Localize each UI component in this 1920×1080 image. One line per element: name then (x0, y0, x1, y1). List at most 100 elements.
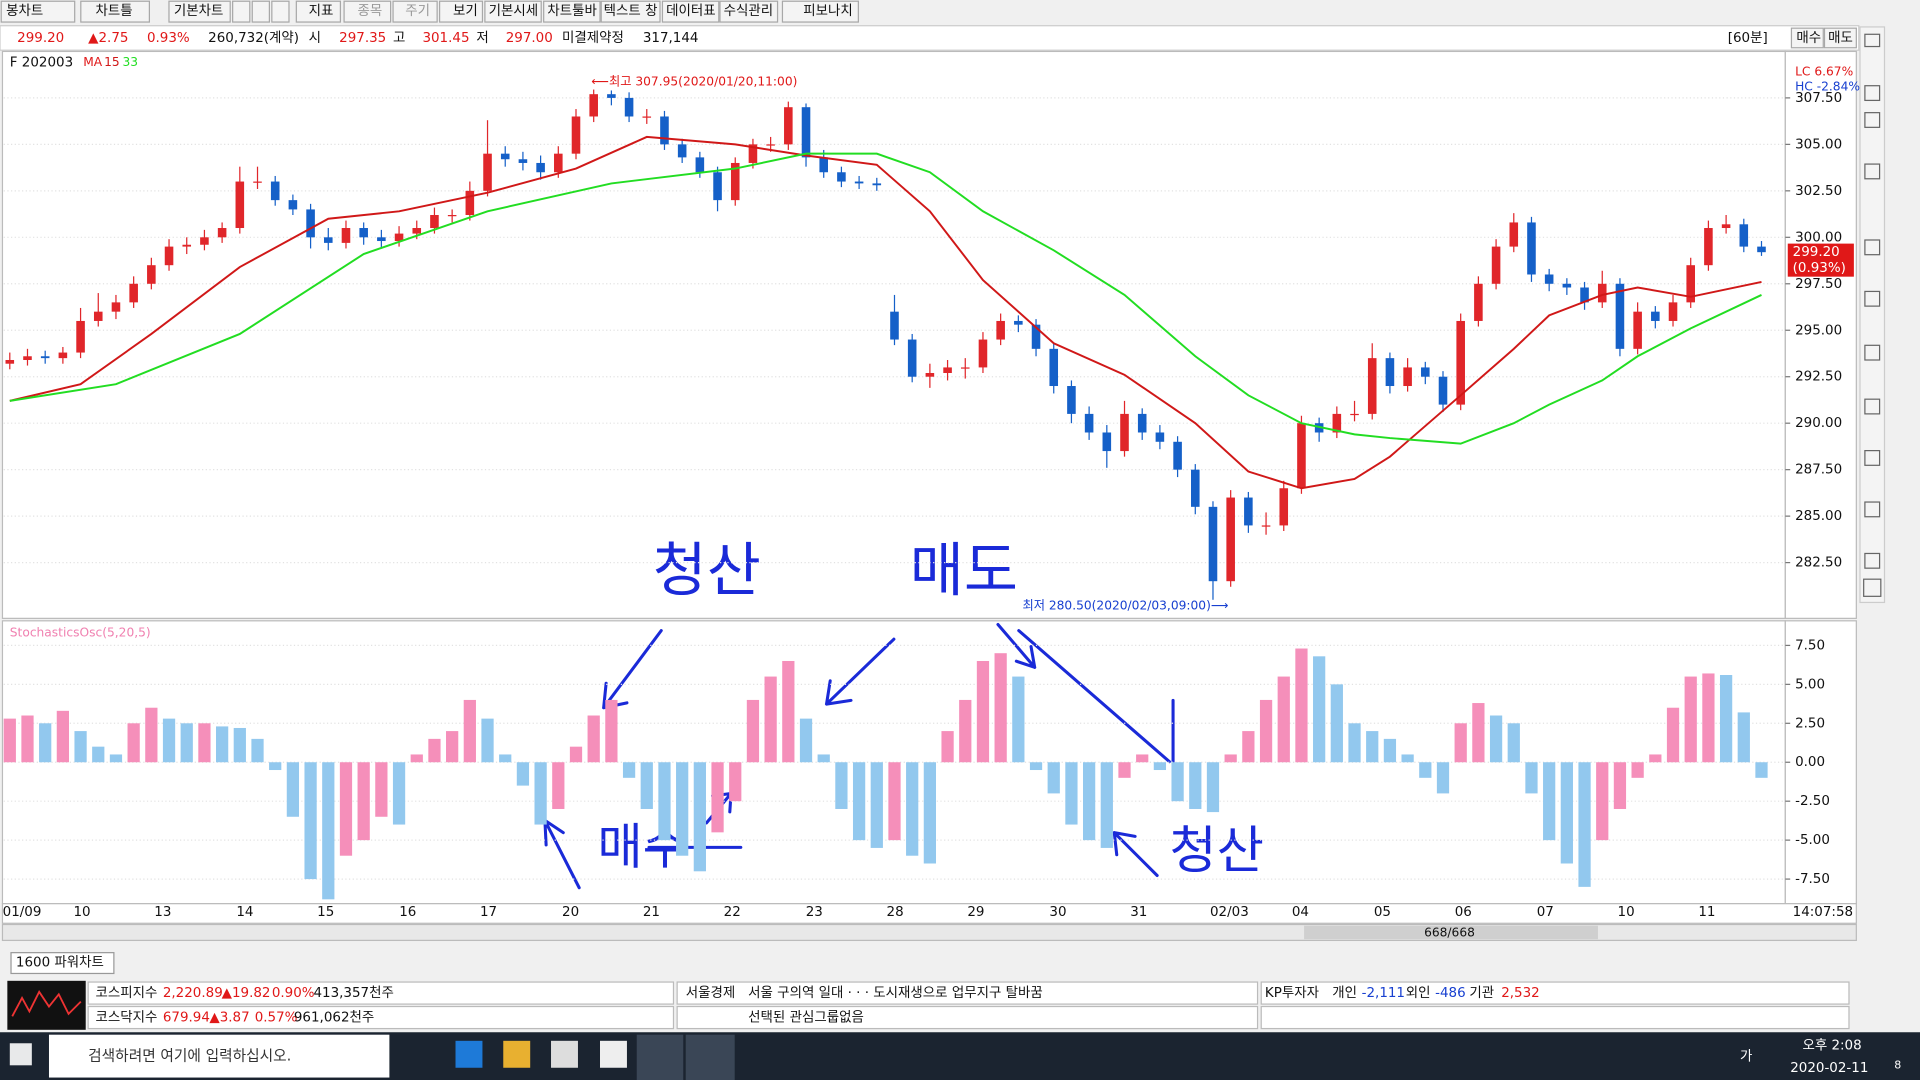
high-annotation: ⟵최고 307.95(2020/01/20,11:00) (591, 75, 797, 89)
btn[interactable] (343, 0, 392, 23)
buy-btn[interactable] (1790, 27, 1824, 49)
osc-bar (251, 738, 264, 763)
btn[interactable] (543, 0, 601, 23)
btn[interactable] (600, 0, 661, 23)
app-active[interactable] (685, 1034, 735, 1080)
btn[interactable] (168, 0, 231, 23)
time: 14:07:58 (1793, 905, 1853, 920)
btn[interactable] (781, 0, 859, 23)
candle-body (341, 228, 351, 243)
app-active[interactable] (636, 1034, 684, 1080)
app-icon[interactable] (600, 1040, 627, 1068)
candle-body (1049, 348, 1059, 387)
tool-icon[interactable] (1864, 112, 1881, 128)
btn-label[interactable]: 보기 (453, 3, 478, 19)
candle-body (235, 181, 245, 229)
osc-bar (1472, 703, 1485, 763)
tool-icon[interactable] (1864, 163, 1881, 180)
btn-label[interactable]: 봉차트 (6, 3, 43, 19)
sell-btn[interactable] (1823, 27, 1857, 49)
scroll-thumb[interactable] (1304, 925, 1598, 940)
notification-count[interactable]: 8 (1894, 1058, 1901, 1071)
handwriting: 매도 (910, 536, 1018, 605)
tool-icon[interactable] (1864, 398, 1881, 415)
btn-label[interactable]: 종목 (358, 4, 383, 19)
tool-icon[interactable] (1863, 578, 1882, 597)
clock-date[interactable]: 2020-02-11 (1790, 1061, 1868, 1076)
btn[interactable] (661, 0, 720, 23)
osc-bar (994, 653, 1007, 763)
individual: -2,111 (1362, 986, 1405, 1001)
tool-icon[interactable] (1864, 501, 1881, 518)
row (87, 1005, 675, 1030)
osc-bar (1083, 762, 1096, 841)
osc-bar (1383, 738, 1397, 763)
tool-icon[interactable] (1864, 239, 1881, 256)
x-tick-label: 13 (154, 905, 171, 920)
y-tick-label: 302.50 (1795, 184, 1842, 199)
icon-btn[interactable] (251, 0, 270, 23)
osc-bar (428, 738, 441, 763)
btn-label[interactable]: 피보나치 (803, 3, 853, 19)
tab-label[interactable]: 1600 파워차트 (16, 954, 104, 970)
osc-bar (1702, 673, 1715, 763)
clock-time[interactable]: 오후 2:08 (1802, 1038, 1861, 1054)
tool-icon[interactable] (1864, 290, 1881, 307)
buy[interactable]: 매수 (1796, 30, 1821, 46)
search-box[interactable] (48, 1034, 390, 1078)
index-change: ▲3.87 (209, 1011, 249, 1026)
btn-label[interactable]: 기본시세 (489, 3, 539, 19)
start[interactable] (9, 1043, 32, 1066)
candle-body (518, 159, 528, 163)
app-icon[interactable] (551, 1040, 578, 1068)
btn[interactable] (484, 0, 542, 23)
osc-bar (764, 676, 777, 763)
btn[interactable] (295, 0, 342, 23)
candle-body (1297, 423, 1306, 489)
tab[interactable] (10, 952, 115, 975)
tool-icon[interactable] (1864, 344, 1881, 361)
osc-bar (1489, 715, 1503, 763)
volume: 260,732(계약) (208, 30, 299, 46)
ime[interactable]: 가 (1740, 1049, 1752, 1065)
osc-bar (959, 699, 972, 763)
btn[interactable] (0, 0, 76, 23)
btn-label[interactable]: 데이터표 (666, 3, 716, 19)
app-icon[interactable] (455, 1040, 483, 1068)
tool-icon[interactable] (1864, 552, 1881, 569)
btn[interactable] (392, 0, 438, 23)
btn-label[interactable]: 수식관리 (724, 3, 774, 19)
search-text[interactable]: 검색하려면 여기에 입력하십시오. (88, 1048, 291, 1065)
btn-label[interactable]: 차트툴바 (547, 3, 597, 19)
osc-bar (1454, 723, 1467, 763)
label: 저 (476, 30, 488, 46)
btn[interactable] (80, 0, 150, 23)
btn-label[interactable]: 주기 (405, 3, 430, 19)
tool-icon[interactable] (1864, 33, 1881, 48)
sell[interactable]: 매도 (1828, 30, 1853, 46)
osc-bar (1525, 762, 1538, 794)
osc-bar (640, 762, 653, 809)
tool-icon[interactable] (1864, 85, 1881, 102)
y-tick-label: 7.50 (1795, 638, 1825, 653)
side-icons (1863, 33, 1882, 597)
app-icon[interactable] (503, 1040, 531, 1068)
btn-label[interactable]: 지표 (309, 3, 334, 19)
btn-label[interactable]: 차트틀 (96, 3, 133, 19)
btn[interactable] (438, 0, 484, 23)
osc-bar (1649, 754, 1662, 763)
tool-icon[interactable] (1864, 450, 1881, 466)
btn-label[interactable]: 텍스트 창 (604, 3, 658, 19)
news[interactable]: 서울 구의역 일대 · · · 도시재생으로 업무지구 탈바꿈 (748, 985, 1043, 1001)
btn[interactable] (719, 0, 779, 23)
osc-bar (322, 762, 335, 900)
icon-btn[interactable] (271, 0, 290, 23)
x-tick-label: 28 (887, 905, 904, 920)
osc-bar (1330, 684, 1343, 763)
arrow (825, 637, 896, 706)
y-tick-label: 0.00 (1795, 755, 1825, 770)
candle-body (748, 144, 758, 163)
period[interactable]: [60분] (1728, 31, 1768, 46)
icon-btn[interactable] (232, 0, 251, 23)
btn-label[interactable]: 기본차트 (174, 3, 224, 19)
